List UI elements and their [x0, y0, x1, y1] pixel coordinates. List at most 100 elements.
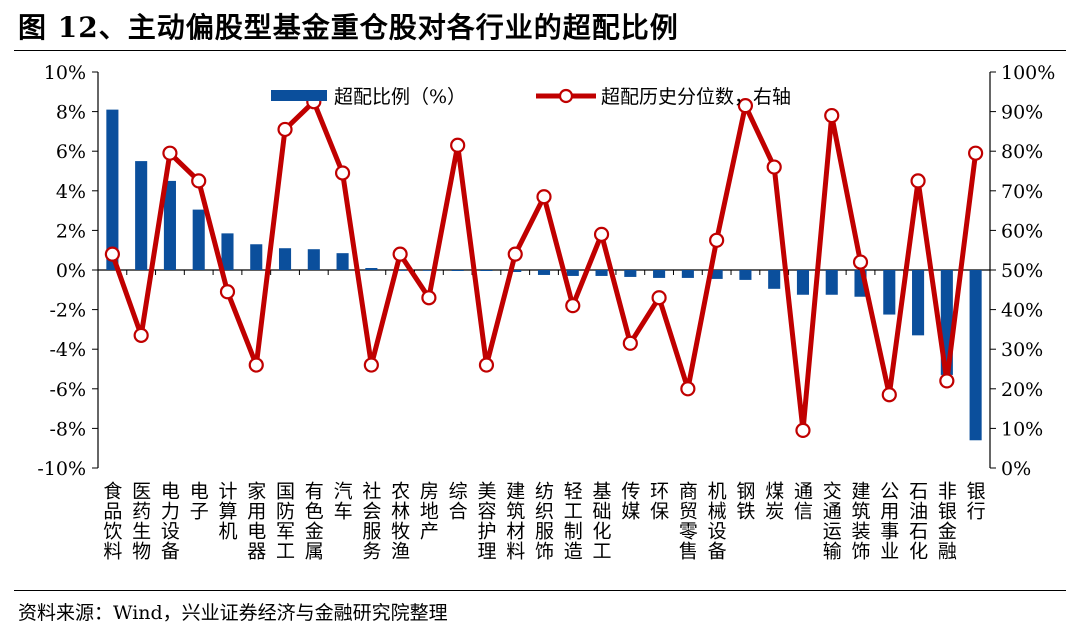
right-tick-label: 20%	[1001, 379, 1043, 401]
category-label: 电子	[187, 481, 209, 521]
category-label: 机械设备	[705, 481, 727, 561]
bar	[221, 233, 234, 270]
line-point	[219, 284, 236, 300]
line-point	[766, 159, 782, 175]
line-series	[104, 94, 984, 438]
category-label: 煤炭	[762, 481, 784, 521]
line-point	[968, 145, 984, 161]
bar	[192, 209, 205, 270]
bar	[451, 270, 464, 271]
right-tick-label: 0%	[1001, 458, 1031, 480]
left-tick-label: -2%	[49, 300, 86, 322]
right-tick-label: 70%	[1001, 181, 1043, 203]
series-line	[110, 99, 979, 433]
bar	[422, 270, 435, 271]
category-labels: 食品饮料 医药生物 电力设备 电子 计算机 家用电器 国防军工 有色金属 汽车 社会服务 农林牧渔房…	[100, 481, 985, 561]
legend-line-marker	[558, 88, 574, 104]
line-point	[104, 246, 120, 262]
left-tick-label: -4%	[49, 339, 86, 361]
line-point	[478, 357, 495, 373]
category-label: 钢铁	[733, 481, 755, 521]
bar	[710, 270, 723, 279]
category-label: 商贸零售	[676, 481, 698, 561]
right-tick-label: 80%	[1001, 141, 1043, 163]
category-label: 国防军工	[273, 481, 295, 561]
line-point	[651, 290, 667, 306]
right-tick-label: 40%	[1001, 300, 1043, 322]
category-label: 交通运输	[820, 481, 842, 561]
line-point	[334, 165, 351, 181]
category-label: 石油石化	[906, 481, 928, 561]
left-tick-label: 10%	[44, 62, 86, 84]
left-tick-label: 4%	[56, 181, 86, 203]
bar	[796, 270, 810, 295]
bar	[768, 270, 781, 289]
line-point	[450, 137, 466, 153]
category-label: 农林牧渔	[388, 481, 410, 561]
bar	[969, 270, 982, 441]
bar	[106, 109, 119, 271]
left-tick-label: -6%	[49, 379, 86, 401]
bar	[912, 270, 925, 336]
line-point	[565, 298, 581, 314]
right-tick-label: 10%	[1001, 418, 1043, 440]
title-rule	[14, 50, 1066, 51]
category-label: 医药生物	[129, 481, 151, 561]
category-label: 电力设备	[158, 481, 180, 561]
bar-series	[106, 109, 982, 441]
category-label: 汽车	[331, 481, 353, 521]
category-label: 房地产	[417, 481, 439, 541]
bar	[250, 244, 263, 270]
source-rule	[14, 590, 1066, 591]
line-point	[248, 357, 264, 373]
bar	[681, 270, 694, 278]
bar	[480, 270, 493, 271]
category-label: 建筑材料	[503, 481, 525, 561]
bar	[278, 248, 292, 270]
category-label: 建筑装饰	[849, 481, 871, 561]
line-point	[277, 121, 293, 138]
line-point	[881, 387, 897, 403]
line-point	[507, 246, 523, 262]
right-tick-label: 60%	[1001, 220, 1043, 242]
line-point	[421, 290, 437, 306]
category-label: 银行	[964, 481, 986, 521]
bar	[537, 270, 551, 275]
bar	[595, 270, 608, 276]
legend-bar-swatch	[271, 90, 327, 101]
category-label: 环保	[647, 481, 669, 521]
bar	[739, 270, 752, 280]
category-label: 社会服务	[359, 481, 381, 561]
left-tick-label: 0%	[56, 260, 86, 282]
line-point	[824, 107, 840, 124]
legend-bar-label: 超配比例（%）	[334, 86, 466, 108]
category-label: 家用电器	[244, 481, 266, 561]
line-point	[795, 422, 811, 438]
source-note: 资料来源：Wind，兴业证券经济与金融研究院整理	[18, 602, 448, 624]
right-tick-label: 90%	[1001, 102, 1043, 124]
bar	[825, 270, 838, 295]
left-tick-label: 8%	[56, 102, 86, 124]
bar	[135, 161, 148, 270]
line-point	[622, 335, 638, 351]
line-point	[852, 254, 869, 270]
figure-title: 图 12、主动偏股型基金重仓股对各行业的超配比例	[18, 11, 679, 44]
line-point	[709, 232, 725, 248]
bar	[336, 253, 349, 270]
category-label: 计算机	[215, 481, 237, 541]
bar	[566, 270, 579, 276]
line-point	[910, 173, 926, 189]
right-tick-label: 30%	[1001, 339, 1043, 361]
legend-line-label: 超配历史分位数，右轴	[601, 86, 791, 108]
line-point	[939, 373, 955, 389]
bar	[883, 270, 896, 315]
line-point	[680, 381, 696, 397]
category-label: 食品饮料	[100, 481, 122, 561]
bar	[365, 268, 378, 270]
right-tick-label: 100%	[1001, 62, 1055, 84]
category-label: 轻工制造	[561, 481, 583, 561]
line-point	[191, 173, 207, 189]
category-label: 综合	[446, 481, 468, 521]
bar	[307, 249, 320, 270]
